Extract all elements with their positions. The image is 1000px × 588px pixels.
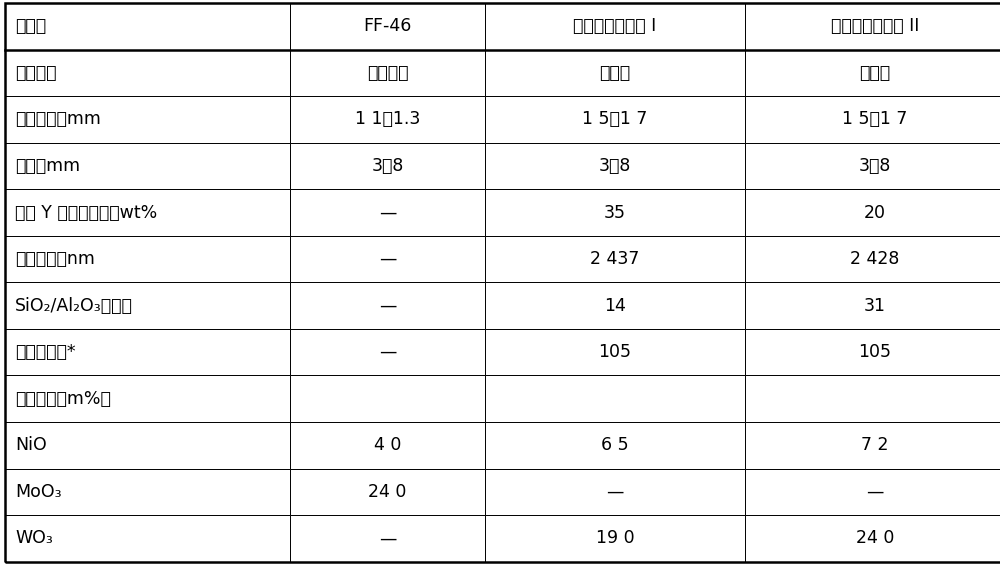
Text: —: — [379, 296, 396, 315]
Text: 2 428: 2 428 [850, 250, 900, 268]
Bar [745, 376, 1000, 422]
Text: 7 2: 7 2 [861, 436, 889, 455]
Text: FF-46: FF-46 [363, 17, 412, 35]
Bar [290, 329, 485, 376]
Text: —: — [379, 529, 396, 547]
Text: 1 5～1 7: 1 5～1 7 [582, 111, 648, 128]
Bar [745, 96, 1000, 143]
Text: 3～8: 3～8 [371, 157, 404, 175]
Bar [745, 143, 1000, 189]
Text: 2 437: 2 437 [590, 250, 640, 268]
Text: NiO: NiO [15, 436, 47, 455]
Bar [290, 469, 485, 515]
Bar [745, 469, 1000, 515]
Bar [5, 143, 290, 189]
Bar [745, 49, 1000, 96]
Text: 105: 105 [598, 343, 632, 361]
Text: 条长，mm: 条长，mm [15, 157, 80, 175]
Bar [485, 96, 745, 143]
Bar [5, 282, 290, 329]
Bar [290, 189, 485, 236]
Bar [5, 469, 290, 515]
Bar [485, 469, 745, 515]
Bar [485, 236, 745, 282]
Text: 31: 31 [864, 296, 886, 315]
Bar [5, 236, 290, 282]
Text: SiO₂/Al₂O₃摩尔比: SiO₂/Al₂O₃摩尔比 [15, 296, 133, 315]
Text: 14: 14 [604, 296, 626, 315]
Text: 24 0: 24 0 [368, 483, 407, 501]
Text: 4 0: 4 0 [374, 436, 401, 455]
Text: 相对结晶度*: 相对结晶度* [15, 343, 76, 361]
Text: 3～8: 3～8 [859, 157, 891, 175]
Text: 19 0: 19 0 [596, 529, 634, 547]
Text: —: — [379, 343, 396, 361]
Bar [290, 96, 485, 143]
Text: 三叶草条: 三叶草条 [367, 64, 408, 82]
Text: —: — [606, 483, 624, 501]
Bar [5, 3, 290, 49]
Bar [485, 143, 745, 189]
Bar [290, 3, 485, 49]
Text: MoO₃: MoO₃ [15, 483, 62, 501]
Bar [290, 143, 485, 189]
Bar [290, 376, 485, 422]
Text: 6 5: 6 5 [601, 436, 629, 455]
Bar [485, 422, 745, 469]
Text: 晶胞常数，nm: 晶胞常数，nm [15, 250, 95, 268]
Bar [290, 422, 485, 469]
Text: 1 1～1.3: 1 1～1.3 [355, 111, 420, 128]
Bar [745, 282, 1000, 329]
Bar [290, 49, 485, 96]
Bar [485, 515, 745, 562]
Text: 圆柱条: 圆柱条 [599, 64, 631, 82]
Bar [5, 515, 290, 562]
Bar [5, 96, 290, 143]
Bar [485, 49, 745, 96]
Bar [5, 329, 290, 376]
Bar [5, 422, 290, 469]
Text: 改性 Y 分子筛含量，wt%: 改性 Y 分子筛含量，wt% [15, 203, 157, 222]
Bar [290, 236, 485, 282]
Text: —: — [379, 250, 396, 268]
Text: 3～8: 3～8 [599, 157, 631, 175]
Text: 颗粒直径，mm: 颗粒直径，mm [15, 111, 101, 128]
Text: 35: 35 [604, 203, 626, 222]
Bar [745, 236, 1000, 282]
Bar [745, 515, 1000, 562]
Bar [485, 282, 745, 329]
Bar [745, 189, 1000, 236]
Text: 20: 20 [864, 203, 886, 222]
Text: —: — [379, 203, 396, 222]
Text: 24 0: 24 0 [856, 529, 894, 547]
Bar [485, 329, 745, 376]
Text: 加氢裂化催化剂 I: 加氢裂化催化剂 I [573, 17, 657, 35]
Bar [485, 189, 745, 236]
Bar [290, 282, 485, 329]
Text: WO₃: WO₃ [15, 529, 53, 547]
Bar [290, 515, 485, 562]
Text: 1 5～1 7: 1 5～1 7 [842, 111, 908, 128]
Bar [745, 329, 1000, 376]
Bar [745, 3, 1000, 49]
Bar [485, 376, 745, 422]
Text: 105: 105 [858, 343, 892, 361]
Text: 圆柱条: 圆柱条 [859, 64, 891, 82]
Text: 加氢裂化催化剂 II: 加氢裂化催化剂 II [831, 17, 919, 35]
Text: 催化剂: 催化剂 [15, 17, 46, 35]
Bar [5, 376, 290, 422]
Bar [485, 3, 745, 49]
Bar [5, 189, 290, 236]
Bar [745, 422, 1000, 469]
Text: —: — [866, 483, 884, 501]
Text: 外观形状: 外观形状 [15, 64, 56, 82]
Text: 化学组成，m%：: 化学组成，m%： [15, 390, 111, 408]
Bar [5, 49, 290, 96]
